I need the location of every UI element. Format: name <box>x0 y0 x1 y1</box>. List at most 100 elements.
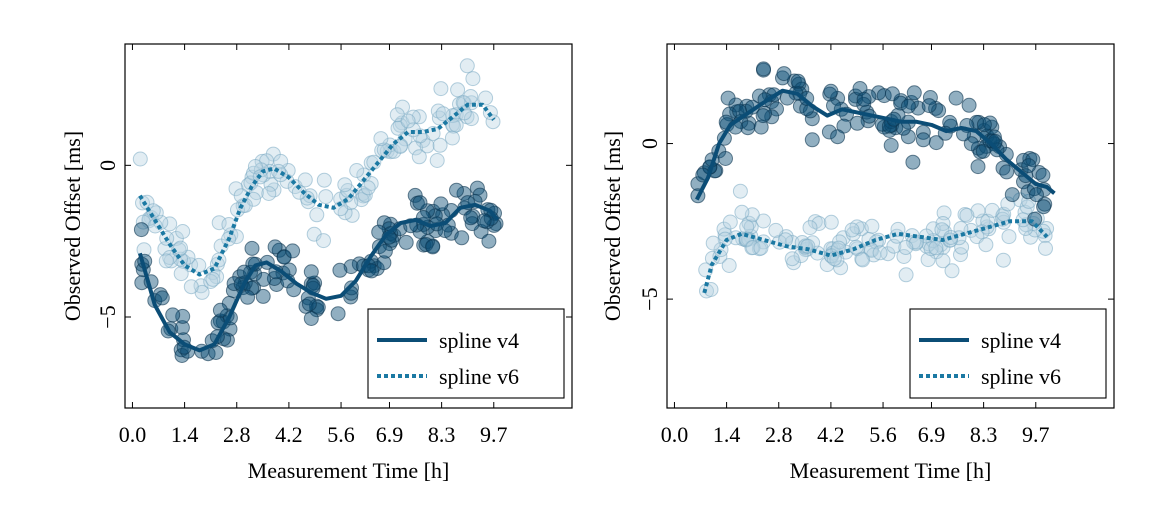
v4-point-83 <box>720 90 736 106</box>
v4-point-100 <box>906 85 922 101</box>
v6-point-83 <box>1038 240 1053 256</box>
v6-point-130 <box>463 89 479 104</box>
curves-left <box>137 102 500 353</box>
v6-point-119 <box>203 274 219 289</box>
v4-point-131 <box>285 243 301 259</box>
curves-right <box>695 88 1056 294</box>
xtick-label-0: 0.0 <box>119 422 147 447</box>
v4-point-61 <box>425 239 441 255</box>
xtick-label-1: 1.4 <box>171 422 199 447</box>
v6-point-145 <box>158 253 174 269</box>
curve-spline-v6 <box>138 102 496 277</box>
v6-point-118 <box>237 197 253 213</box>
v6-point-139 <box>855 252 871 268</box>
v6-point-96 <box>978 237 994 253</box>
v6-point-76 <box>935 216 951 231</box>
v6-point-2 <box>450 82 466 98</box>
v4-point-134 <box>154 290 170 306</box>
v6-point-107 <box>995 252 1011 268</box>
v4-point-92 <box>310 299 326 315</box>
v6-point-142 <box>722 214 738 230</box>
v6-point-69 <box>953 221 969 236</box>
v4-point-144 <box>830 129 846 145</box>
v6-point-78 <box>959 207 975 223</box>
v6-point-126 <box>205 271 221 287</box>
v6-point-139 <box>400 113 416 129</box>
v6-point-125 <box>271 163 286 179</box>
xtick-label-2: 2.8 <box>765 422 793 447</box>
v6-point-64 <box>954 239 970 255</box>
v4-point-142 <box>900 98 916 114</box>
xtick-label-7: 9.7 <box>1022 422 1050 447</box>
xtick-label-2: 2.8 <box>223 422 251 447</box>
v6-point-140 <box>802 220 818 236</box>
ticks-left: 0.0 1.4 2.8 4.2 5.6 6.9 8.3 9.7 0 −5 <box>95 44 572 447</box>
v4-point-130 <box>244 280 260 296</box>
legend-box-right <box>909 308 1107 399</box>
v6-point-104 <box>732 183 748 199</box>
v4-point-132 <box>454 230 470 246</box>
ytick-label-0: 0 <box>637 138 662 149</box>
v6-point-130 <box>784 251 800 267</box>
v4-point-146 <box>755 108 771 124</box>
v6-point-90 <box>309 207 325 223</box>
v4-point-84 <box>718 151 733 166</box>
v6-point-78 <box>211 215 227 231</box>
v6-point-30 <box>411 149 427 165</box>
v4-point-120 <box>756 61 771 77</box>
v4-point-79 <box>398 234 414 250</box>
v6-point-71 <box>405 109 421 125</box>
v6-point-63 <box>261 186 277 201</box>
v4-point-70 <box>449 182 464 198</box>
xtick-label-1: 1.4 <box>713 422 741 447</box>
v4-point-138 <box>301 296 317 312</box>
xtick-label-4: 5.6 <box>327 422 355 447</box>
v6-point-111 <box>923 241 939 257</box>
xtick-label-4: 5.6 <box>869 422 897 447</box>
v6-point-39 <box>355 186 371 201</box>
v6-point-97 <box>456 105 472 121</box>
v6-point-140 <box>349 163 365 178</box>
xtick-label-6: 8.3 <box>970 422 998 447</box>
v6-point-56 <box>316 172 332 188</box>
v6-point-19 <box>478 90 494 106</box>
v6-point-123 <box>745 240 761 255</box>
v4-point-44 <box>376 255 392 271</box>
curve-spline-v4 <box>695 88 1056 201</box>
legend-box-left <box>367 308 565 399</box>
v4-point-80 <box>982 115 998 131</box>
v6-point-135 <box>753 240 769 256</box>
v4-point-11 <box>961 97 977 113</box>
v4-point-17 <box>1037 196 1053 212</box>
v6-point-142 <box>173 266 189 282</box>
v4-point-51 <box>303 264 319 280</box>
v6-point-147 <box>433 81 449 97</box>
v4-point-136 <box>1035 167 1051 183</box>
v4-point-92 <box>753 119 769 135</box>
v6-point-143 <box>898 240 914 255</box>
v6-point-141 <box>872 245 888 261</box>
v4-point-119 <box>1027 211 1043 227</box>
v6-point-148 <box>826 251 842 267</box>
v4-point-85 <box>963 136 979 152</box>
v6-point-15 <box>411 109 427 125</box>
v4-point-48 <box>174 320 190 336</box>
v6-point-40 <box>698 262 714 278</box>
v4-point-121 <box>999 164 1015 180</box>
v4-point-118 <box>921 98 937 114</box>
plot-frame-left <box>124 43 573 409</box>
v6-point-101 <box>734 204 750 220</box>
curve-spline-v4 <box>137 202 500 353</box>
v4-point-123 <box>893 95 909 111</box>
v4-point-135 <box>823 83 839 99</box>
legend-label-v6-right: spline v6 <box>981 364 1061 389</box>
v6-point-124 <box>944 263 960 279</box>
ytick-label-0: 0 <box>95 160 120 171</box>
v6-point-94 <box>444 130 460 146</box>
v4-point-57 <box>244 240 260 256</box>
legend-label-v6-left: spline v6 <box>439 364 519 389</box>
v4-point-145 <box>790 73 806 89</box>
v6-point-120 <box>430 103 446 119</box>
ytick-label-1: −5 <box>637 287 662 310</box>
v4-point-136 <box>240 289 256 305</box>
